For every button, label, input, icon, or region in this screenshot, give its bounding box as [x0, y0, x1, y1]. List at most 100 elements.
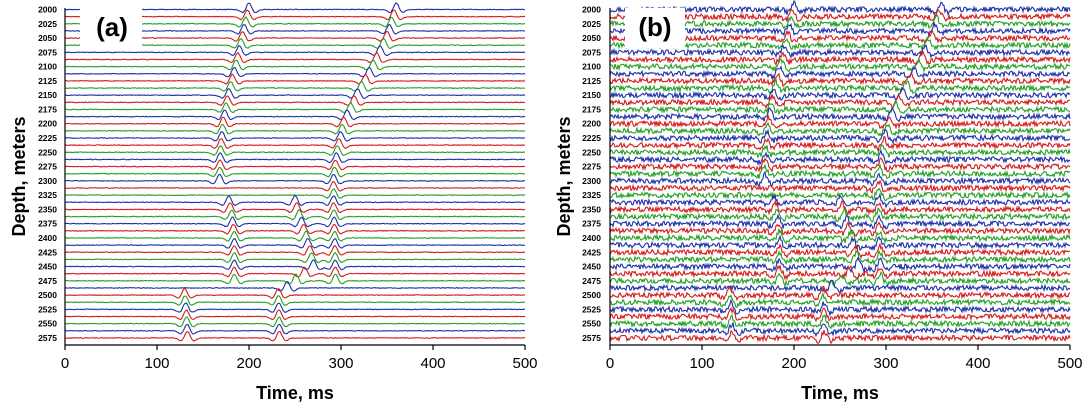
seismic-trace: [609, 8, 1071, 23]
x-tick-label: 200: [781, 355, 806, 372]
seismic-trace: [609, 57, 1071, 75]
y-tick-label: 2250: [38, 147, 57, 157]
x-tick-label: 0: [61, 355, 69, 372]
y-tick-label: 2325: [38, 190, 57, 200]
y-tick-label: 2125: [582, 76, 601, 86]
y-tick-label: 2350: [38, 204, 57, 214]
seismic-trace: [609, 77, 1071, 95]
seismic-trace: [64, 95, 526, 107]
y-tick-label: 2200: [38, 119, 57, 129]
x-tick-label: 400: [965, 355, 990, 372]
y-tick-label: 2175: [38, 104, 57, 114]
y-tick-label: 2275: [38, 162, 57, 172]
seismic-trace: [64, 66, 526, 78]
seismic-trace: [609, 307, 1071, 323]
panel-label-background: [625, 8, 685, 48]
seismic-trace: [609, 322, 1071, 338]
seismic-trace: [64, 44, 526, 57]
y-tick-label: 2425: [582, 247, 601, 257]
y-tick-label: 2400: [582, 233, 601, 243]
y-tick-label: 2225: [582, 133, 601, 143]
y-tick-label: 2550: [582, 319, 601, 329]
y-axis-title: Depth, meters: [9, 116, 29, 236]
y-tick-label: 2075: [582, 47, 601, 57]
y-tick-label: 2550: [38, 319, 57, 329]
seismic-trace: [609, 329, 1071, 345]
seismic-trace: [609, 313, 1071, 330]
seismic-trace: [609, 292, 1071, 308]
y-tick-label: 2425: [38, 247, 57, 257]
y-tick-label: 2200: [582, 119, 601, 129]
seismic-trace: [64, 166, 526, 178]
seismic-trace: [64, 330, 526, 342]
x-tick-label: 300: [873, 355, 898, 372]
seismic-trace: [609, 86, 1071, 103]
seismic-trace: [64, 251, 526, 264]
y-tick-label: 2025: [582, 19, 601, 29]
seismic-trace: [64, 295, 526, 306]
seismic-trace: [609, 64, 1071, 80]
y-tick-label: 2525: [582, 304, 601, 314]
y-tick-label: 2300: [38, 176, 57, 186]
seismic-trace: [609, 228, 1071, 245]
seismic-trace: [64, 281, 526, 292]
seismic-trace: [64, 81, 526, 92]
seismic-trace: [64, 316, 526, 328]
y-tick-label: 2575: [582, 333, 601, 343]
y-axis-title: Depth, meters: [554, 116, 574, 236]
seismic-trace: [609, 221, 1071, 238]
y-tick-label: 2150: [38, 90, 57, 100]
y-tick-label: 2000: [582, 5, 601, 15]
y-tick-label: 2100: [38, 62, 57, 72]
seismic-trace: [64, 123, 526, 135]
seismic-trace: [609, 107, 1071, 123]
seismic-trace: [609, 192, 1071, 209]
seismic-trace: [64, 145, 526, 157]
seismic-trace: [609, 72, 1071, 88]
seismic-trace: [609, 144, 1071, 160]
seismic-trace: [64, 244, 526, 256]
seismic-trace: [609, 44, 1071, 59]
y-tick-label: 2000: [38, 5, 57, 15]
seismic-trace: [609, 170, 1071, 188]
seismic-trace: [609, 94, 1071, 110]
panel-label: (b): [638, 12, 671, 42]
y-tick-label: 2050: [582, 33, 601, 43]
panel-b: 0 100 200 300 400 500 2000 2025 2050 2075 2100 2125…: [554, 0, 1083, 403]
y-tick-label: 2525: [38, 304, 57, 314]
seismic-trace: [609, 157, 1071, 173]
seismic-trace: [64, 287, 526, 299]
seismic-trace: [609, 135, 1071, 153]
seismic-trace: [64, 130, 526, 142]
x-tick-label: 0: [606, 355, 614, 372]
seismic-trace: [609, 285, 1071, 302]
y-tick-label: 2500: [582, 290, 601, 300]
x-axis-title: Time, ms: [801, 383, 879, 403]
y-tick-label: 2025: [38, 19, 57, 29]
y-tick-label: 2075: [38, 47, 57, 57]
seismic-trace: [64, 208, 526, 221]
seismic-trace: [64, 202, 526, 214]
y-tick-label: 2300: [582, 176, 601, 186]
y-tick-label: 2350: [582, 204, 601, 214]
seismic-trace: [64, 216, 526, 228]
seismic-trace: [64, 173, 526, 185]
seismic-trace: [64, 309, 526, 320]
y-tick-label: 2475: [582, 276, 601, 286]
seismic-trace: [64, 323, 526, 335]
y-tick-label: 2175: [582, 104, 601, 114]
x-axis-title: Time, ms: [256, 383, 334, 403]
seismic-trace: [64, 302, 526, 313]
x-tick-label: 500: [512, 355, 537, 372]
seismic-trace: [609, 264, 1071, 281]
seismic-trace: [609, 234, 1071, 252]
panel-label: (a): [96, 12, 128, 42]
x-tick-label: 200: [236, 355, 261, 372]
seismic-trace: [609, 271, 1071, 288]
y-tick-label: 2375: [38, 219, 57, 229]
y-tick-label: 2375: [582, 219, 601, 229]
x-tick-label: 100: [689, 355, 714, 372]
y-tick-label: 2100: [582, 62, 601, 72]
x-tick-label: 400: [420, 355, 445, 372]
